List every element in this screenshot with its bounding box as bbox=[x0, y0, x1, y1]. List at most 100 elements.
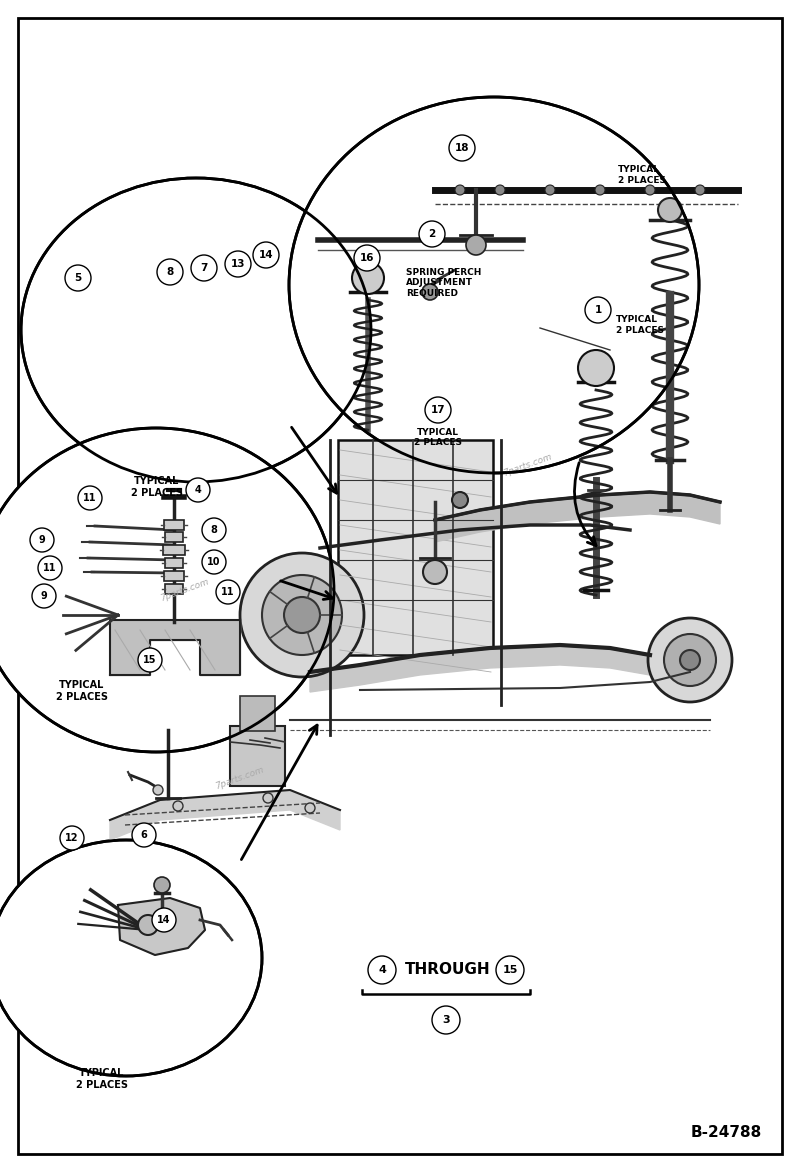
Text: 10: 10 bbox=[207, 557, 221, 567]
Polygon shape bbox=[110, 790, 340, 840]
Circle shape bbox=[648, 618, 732, 702]
Circle shape bbox=[680, 650, 700, 670]
Text: 5: 5 bbox=[74, 273, 82, 282]
Text: TYPICAL
2 PLACES: TYPICAL 2 PLACES bbox=[616, 315, 664, 335]
Circle shape bbox=[32, 584, 56, 608]
Text: 2: 2 bbox=[428, 229, 436, 239]
Circle shape bbox=[157, 259, 183, 285]
Circle shape bbox=[263, 793, 273, 803]
Bar bbox=[164, 571, 184, 581]
Circle shape bbox=[191, 255, 217, 281]
Text: 9: 9 bbox=[38, 534, 46, 545]
Circle shape bbox=[449, 135, 475, 161]
Polygon shape bbox=[310, 645, 650, 691]
Text: 7parts.com: 7parts.com bbox=[502, 452, 554, 478]
Circle shape bbox=[284, 597, 320, 633]
Text: 9: 9 bbox=[41, 591, 47, 601]
Circle shape bbox=[545, 185, 555, 195]
Bar bbox=[338, 440, 493, 655]
Polygon shape bbox=[110, 620, 240, 675]
Bar bbox=[163, 545, 185, 556]
Text: TYPICAL
2 PLACES: TYPICAL 2 PLACES bbox=[56, 680, 108, 702]
Circle shape bbox=[419, 222, 445, 247]
Circle shape bbox=[138, 915, 158, 935]
Circle shape bbox=[173, 800, 183, 811]
Circle shape bbox=[368, 956, 396, 984]
Circle shape bbox=[658, 198, 682, 222]
Text: 14: 14 bbox=[258, 250, 274, 260]
Circle shape bbox=[432, 1006, 460, 1034]
Polygon shape bbox=[118, 898, 205, 955]
Circle shape bbox=[455, 185, 465, 195]
Circle shape bbox=[305, 803, 315, 813]
Text: TYPICAL
2 PLACES: TYPICAL 2 PLACES bbox=[414, 428, 462, 448]
Circle shape bbox=[153, 785, 163, 795]
Circle shape bbox=[138, 648, 162, 672]
Circle shape bbox=[202, 518, 226, 541]
Circle shape bbox=[152, 908, 176, 932]
Text: TYPICAL
2 PLACES: TYPICAL 2 PLACES bbox=[76, 1068, 128, 1090]
Text: 3: 3 bbox=[442, 1015, 450, 1026]
Ellipse shape bbox=[0, 428, 334, 752]
Text: 14: 14 bbox=[158, 915, 170, 925]
Circle shape bbox=[422, 284, 438, 300]
Text: 7: 7 bbox=[200, 263, 208, 273]
Circle shape bbox=[423, 560, 447, 584]
Circle shape bbox=[496, 956, 524, 984]
Circle shape bbox=[354, 245, 380, 271]
Circle shape bbox=[585, 297, 611, 323]
Ellipse shape bbox=[21, 178, 371, 482]
Text: 11: 11 bbox=[43, 563, 57, 573]
Text: 15: 15 bbox=[502, 965, 518, 975]
Circle shape bbox=[695, 185, 705, 195]
Circle shape bbox=[253, 241, 279, 268]
Text: 15: 15 bbox=[143, 655, 157, 665]
Text: 8: 8 bbox=[210, 525, 218, 534]
Bar bbox=[164, 520, 184, 530]
Text: 4: 4 bbox=[378, 965, 386, 975]
Circle shape bbox=[60, 826, 84, 850]
Circle shape bbox=[664, 634, 716, 686]
Circle shape bbox=[202, 550, 226, 574]
Text: 12: 12 bbox=[66, 833, 78, 843]
Text: 6: 6 bbox=[141, 830, 147, 840]
Circle shape bbox=[132, 823, 156, 847]
Circle shape bbox=[645, 185, 655, 195]
Circle shape bbox=[154, 877, 170, 893]
Ellipse shape bbox=[289, 97, 699, 473]
Circle shape bbox=[578, 350, 614, 386]
Bar bbox=[165, 584, 183, 594]
Bar bbox=[240, 696, 275, 731]
Text: TYPICAL
2 PLACES: TYPICAL 2 PLACES bbox=[618, 165, 666, 185]
Bar bbox=[230, 725, 285, 786]
Text: 11: 11 bbox=[83, 493, 97, 503]
Circle shape bbox=[65, 265, 91, 291]
Circle shape bbox=[216, 580, 240, 604]
Text: TYPICAL
2 PLACES: TYPICAL 2 PLACES bbox=[131, 476, 183, 498]
Circle shape bbox=[425, 397, 451, 423]
Text: SPRING PERCH
ADJUSTMENT
REQUIRED: SPRING PERCH ADJUSTMENT REQUIRED bbox=[406, 268, 482, 298]
Text: 13: 13 bbox=[230, 259, 246, 270]
Text: 1: 1 bbox=[594, 305, 602, 315]
Bar bbox=[165, 532, 183, 541]
Text: 16: 16 bbox=[360, 253, 374, 263]
Text: 17: 17 bbox=[430, 406, 446, 415]
Circle shape bbox=[78, 486, 102, 510]
Circle shape bbox=[225, 251, 251, 277]
Text: B-24788: B-24788 bbox=[690, 1125, 762, 1140]
Text: 7parts.com: 7parts.com bbox=[214, 765, 266, 791]
Text: 7parts.com: 7parts.com bbox=[159, 577, 210, 602]
Circle shape bbox=[30, 529, 54, 552]
Text: 4: 4 bbox=[194, 485, 202, 495]
Ellipse shape bbox=[0, 840, 262, 1076]
Text: 11: 11 bbox=[222, 587, 234, 597]
Circle shape bbox=[495, 185, 505, 195]
Bar bbox=[165, 558, 183, 568]
Circle shape bbox=[452, 492, 468, 507]
Circle shape bbox=[352, 263, 384, 294]
Polygon shape bbox=[435, 492, 720, 541]
Circle shape bbox=[240, 553, 364, 677]
Circle shape bbox=[262, 575, 342, 655]
Text: THROUGH: THROUGH bbox=[405, 962, 491, 977]
Text: 8: 8 bbox=[166, 267, 174, 277]
